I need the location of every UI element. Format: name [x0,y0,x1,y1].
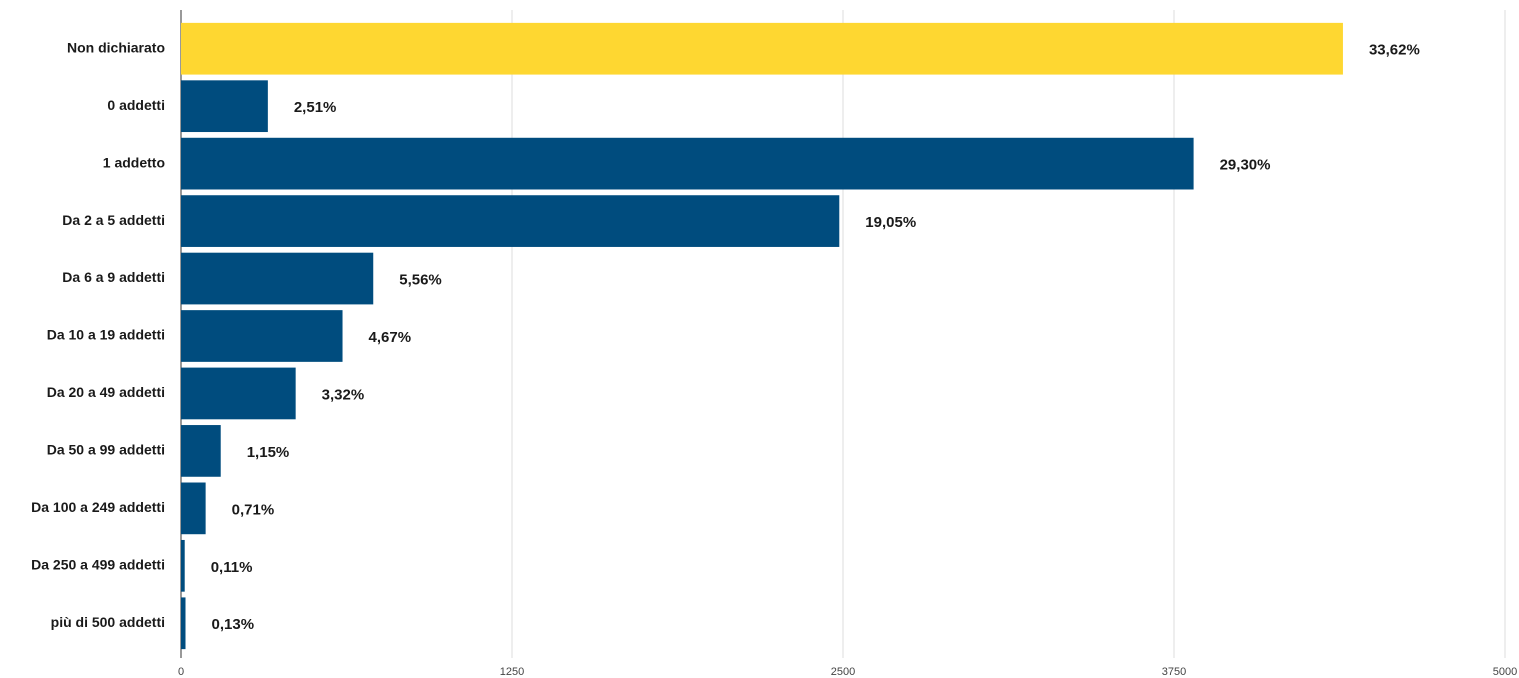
y-tick-label: Da 6 a 9 addetti [62,269,165,285]
bar [181,252,374,305]
value-label: 3,32% [322,386,365,403]
bar [181,597,186,650]
x-tick-label: 1250 [500,666,524,678]
bar [181,80,268,133]
value-label: 5,56% [399,272,442,289]
bar [181,22,1343,75]
y-tick-label: Non dichiarato [67,39,165,55]
y-tick-label: Da 20 a 49 addetti [47,384,165,400]
value-label: 4,67% [369,329,412,346]
x-tick-label: 0 [178,666,184,678]
value-label: 0,71% [232,501,275,518]
value-label: 2,51% [294,99,337,116]
x-tick-label: 5000 [1493,666,1517,678]
y-tick-label: Da 250 a 499 addetti [31,557,165,573]
y-tick-label: Da 100 a 249 addetti [31,499,165,515]
y-tick-label: 1 addetto [103,154,165,170]
bar [181,137,1194,190]
y-tick-label: Da 2 a 5 addetti [62,212,165,228]
y-tick-label: Da 10 a 19 addetti [47,327,165,343]
bar [181,539,185,592]
bar [181,482,206,535]
value-label: 0,11% [211,559,253,576]
y-tick-label: 0 addetti [107,97,165,113]
bar [181,425,221,477]
value-label: 33,62% [1369,42,1420,59]
value-label: 1,15% [247,444,290,461]
y-tick-label: più di 500 addetti [51,614,165,630]
bar [181,367,296,420]
x-tick-label: 3750 [1162,666,1186,678]
value-label: 29,30% [1220,157,1271,174]
bar [181,195,840,247]
value-label: 0,13% [212,616,255,633]
y-tick-label: Da 50 a 99 addetti [47,442,165,458]
x-tick-label: 2500 [831,666,855,678]
bar [181,310,343,362]
value-label: 19,05% [865,214,916,231]
